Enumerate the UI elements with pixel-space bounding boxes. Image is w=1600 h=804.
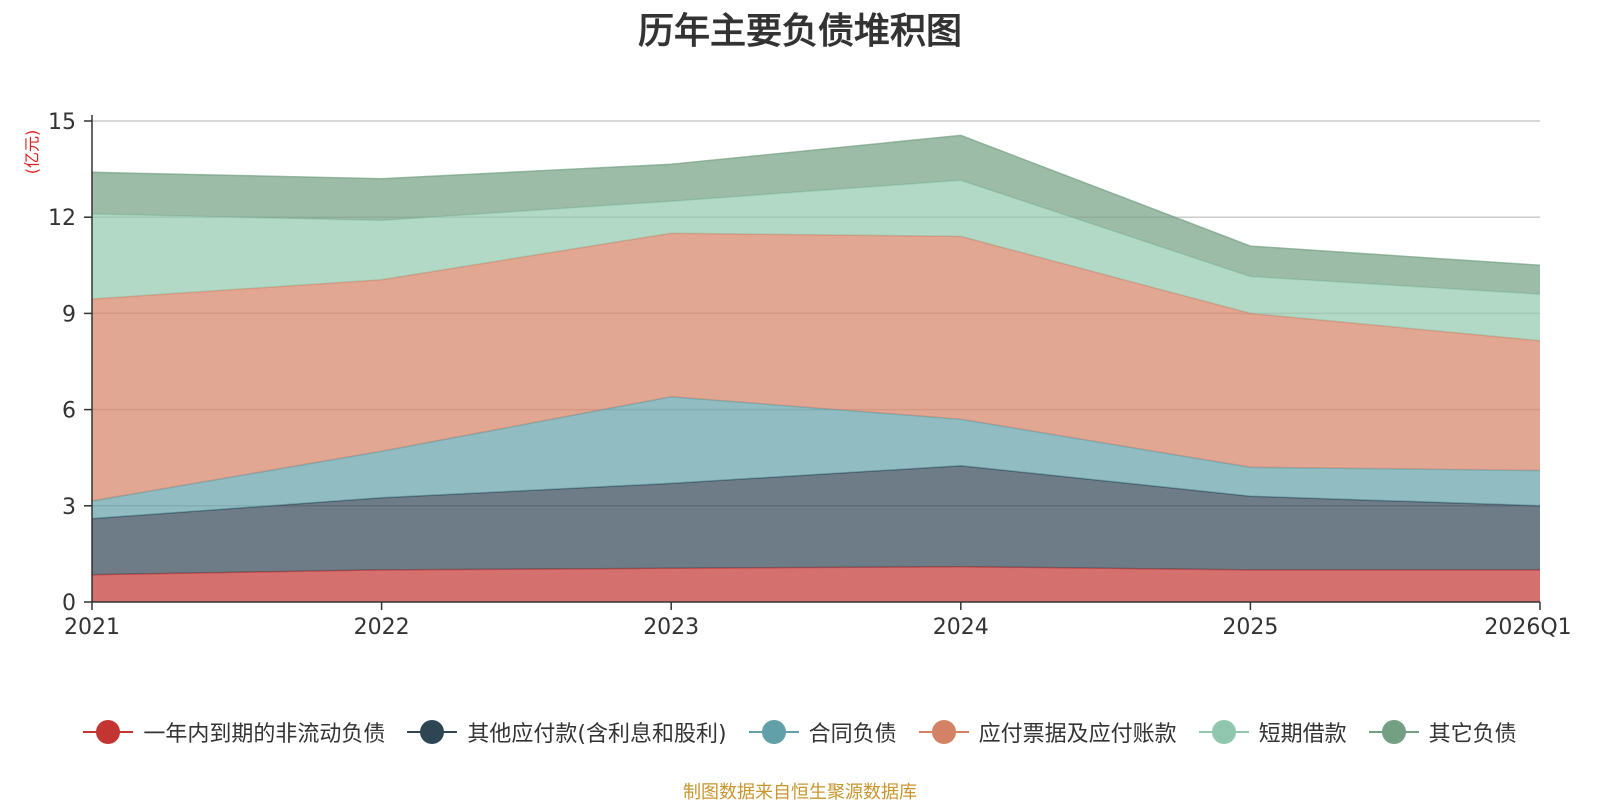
stacked-area-chart: 0 3 6 9 12 15 2021 2022 2023 2024 2025 2026Q1 — [48, 110, 1572, 640]
y-tick-label: 12 — [48, 206, 76, 231]
y-tick-label: 6 — [62, 399, 76, 424]
legend-item[interactable]: 应付票据及应付账款 — [918, 716, 1177, 748]
legend-marker-icon — [1368, 719, 1419, 745]
legend-label: 其他应付款(含利息和股利) — [467, 722, 727, 747]
axis-layer: 0 3 6 9 12 15 2021 2022 2023 2024 2025 2026Q1 — [48, 110, 1572, 640]
x-tick-label: 2023 — [643, 615, 699, 640]
legend-marker-icon — [748, 719, 799, 745]
area-series-2 — [92, 396, 1540, 519]
x-tick-label: 2021 — [64, 615, 120, 640]
legend-label: 应付票据及应付账款 — [978, 722, 1177, 747]
area-series-1 — [92, 465, 1540, 575]
area-series-0 — [92, 566, 1540, 602]
chart-title: 历年主要负债堆积图 — [637, 11, 962, 52]
x-tick-label: 2026Q1 — [1484, 615, 1571, 640]
legend-item[interactable]: 短期借款 — [1198, 716, 1347, 748]
x-tick-label: 2022 — [354, 615, 410, 640]
legend-label: 其它负债 — [1428, 722, 1517, 747]
y-tick-label: 0 — [62, 591, 76, 616]
source-note: 制图数据来自恒生聚源数据库 — [683, 782, 917, 803]
legend-marker-icon — [83, 719, 134, 745]
legend-item[interactable]: 其他应付款(含利息和股利) — [407, 716, 727, 748]
legend-marker-icon — [1198, 719, 1249, 745]
area-layer — [91, 134, 1541, 602]
x-tick-label: 2025 — [1222, 615, 1278, 640]
y-tick-label: 3 — [62, 495, 76, 520]
legend-label: 短期借款 — [1258, 722, 1347, 747]
area-line-5 — [91, 134, 1541, 267]
legend-item[interactable]: 其它负债 — [1368, 716, 1517, 748]
legend-label: 合同负债 — [808, 722, 897, 747]
legend-label: 一年内到期的非流动负债 — [143, 722, 386, 747]
legend-item[interactable]: 一年内到期的非流动负债 — [83, 716, 385, 748]
area-series-3 — [92, 233, 1540, 501]
chart-legend: 一年内到期的非流动负债 其他应付款(含利息和股利) 合同负债 应付票据及应付账款 短期借… — [0, 716, 1600, 748]
y-tick-label: 15 — [48, 110, 76, 135]
legend-marker-icon — [407, 719, 458, 745]
legend-marker-icon — [918, 719, 969, 745]
x-tick-label: 2024 — [933, 615, 989, 640]
y-tick-label: 9 — [62, 302, 76, 327]
area-series-4 — [92, 180, 1540, 341]
legend-item[interactable]: 合同负债 — [748, 716, 897, 748]
